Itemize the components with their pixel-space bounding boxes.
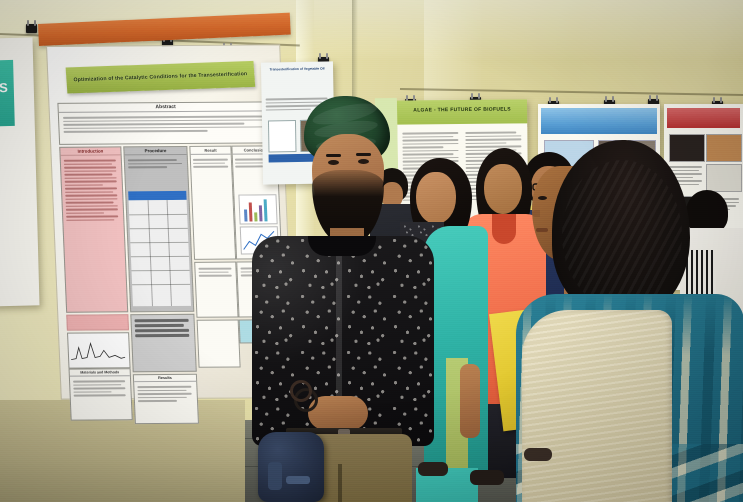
viewer-teal-arm: [460, 364, 480, 438]
poster-section-result: Result: [189, 145, 237, 260]
poster-spectrum-chart: [67, 332, 131, 369]
poster-table: [128, 199, 192, 307]
viewer-foreground-hair: [552, 140, 690, 318]
sandal: [418, 462, 448, 476]
poster-main-title-band: Optimization of the Catalytic Conditions…: [65, 60, 256, 94]
presenter-wristband: [290, 380, 312, 402]
presenter-eye: [328, 160, 339, 165]
poster-section-introduction: Introduction: [59, 146, 129, 313]
poster-right-blue-header: [541, 108, 657, 134]
presenter-eye: [358, 159, 369, 164]
poster-section-materials: Materials and Methods: [68, 368, 133, 421]
viewer-foreground: [516, 134, 743, 502]
poster-right-red-header: [667, 108, 740, 128]
binder-clip-icon: [26, 20, 37, 33]
poster-left-edge: SIS: [0, 37, 40, 307]
presenter-shirt-collar: [308, 236, 376, 256]
sandal: [524, 448, 552, 461]
poster-section-procedure: Procedure: [123, 145, 195, 313]
poster-table-header: [128, 190, 187, 201]
viewer-foreground-dupatta: [522, 310, 672, 502]
poster-center-top-title: Transesterification of Vegetable Oil: [269, 66, 325, 72]
poster-section-abstract: Abstract: [57, 101, 276, 145]
presenter-eyebrow: [356, 153, 371, 156]
poster-accent-band: [66, 314, 129, 331]
backpack: [258, 432, 324, 502]
poster-main-title: Optimization of the Catalytic Conditions…: [73, 71, 248, 84]
poster-section-results-table: Results: [132, 373, 199, 425]
presenter-eyebrow: [326, 154, 341, 157]
sandal: [470, 470, 504, 485]
poster-panel-extra: [196, 319, 241, 368]
poster-section-result-title: Result: [190, 146, 231, 155]
viewer-coral-collar: [492, 214, 516, 244]
poster-left-edge-title: SIS: [0, 80, 9, 96]
poster-panel-extra: [194, 261, 239, 318]
poster-section-results: [130, 313, 197, 373]
